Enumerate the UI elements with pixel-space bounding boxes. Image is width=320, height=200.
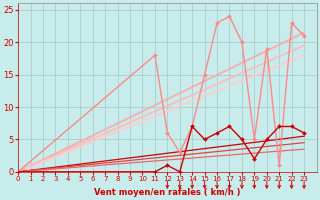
X-axis label: Vent moyen/en rafales ( km/h ): Vent moyen/en rafales ( km/h ) — [94, 188, 241, 197]
